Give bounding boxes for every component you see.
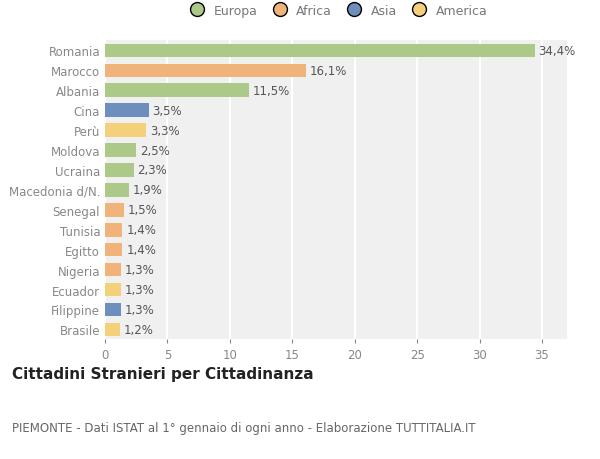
Text: 1,3%: 1,3% bbox=[125, 263, 155, 276]
Bar bbox=[105, 124, 146, 138]
Text: 1,4%: 1,4% bbox=[126, 224, 156, 237]
Text: 3,5%: 3,5% bbox=[152, 105, 182, 118]
Text: 1,9%: 1,9% bbox=[133, 184, 163, 197]
Bar bbox=[105, 283, 121, 297]
Bar bbox=[105, 323, 120, 336]
Text: Cittadini Stranieri per Cittadinanza: Cittadini Stranieri per Cittadinanza bbox=[12, 367, 314, 382]
Text: PIEMONTE - Dati ISTAT al 1° gennaio di ogni anno - Elaborazione TUTTITALIA.IT: PIEMONTE - Dati ISTAT al 1° gennaio di o… bbox=[12, 421, 476, 435]
Bar bbox=[105, 144, 136, 157]
Text: 11,5%: 11,5% bbox=[253, 84, 290, 97]
Text: 1,2%: 1,2% bbox=[124, 323, 154, 336]
Bar bbox=[105, 104, 149, 118]
Bar bbox=[105, 224, 122, 237]
Text: 16,1%: 16,1% bbox=[310, 65, 347, 78]
Text: 3,3%: 3,3% bbox=[150, 124, 179, 137]
Bar bbox=[105, 45, 535, 58]
Bar bbox=[105, 184, 129, 197]
Text: 1,3%: 1,3% bbox=[125, 303, 155, 316]
Bar bbox=[105, 204, 124, 217]
Text: 1,4%: 1,4% bbox=[126, 244, 156, 257]
Text: 1,3%: 1,3% bbox=[125, 284, 155, 297]
Bar bbox=[105, 64, 306, 78]
Legend: Europa, Africa, Asia, America: Europa, Africa, Asia, America bbox=[179, 0, 493, 23]
Bar bbox=[105, 164, 134, 177]
Bar bbox=[105, 263, 121, 277]
Text: 2,5%: 2,5% bbox=[140, 144, 170, 157]
Text: 2,3%: 2,3% bbox=[137, 164, 167, 177]
Text: 34,4%: 34,4% bbox=[538, 45, 575, 58]
Bar bbox=[105, 303, 121, 317]
Bar bbox=[105, 84, 248, 98]
Bar bbox=[105, 243, 122, 257]
Text: 1,5%: 1,5% bbox=[127, 204, 157, 217]
